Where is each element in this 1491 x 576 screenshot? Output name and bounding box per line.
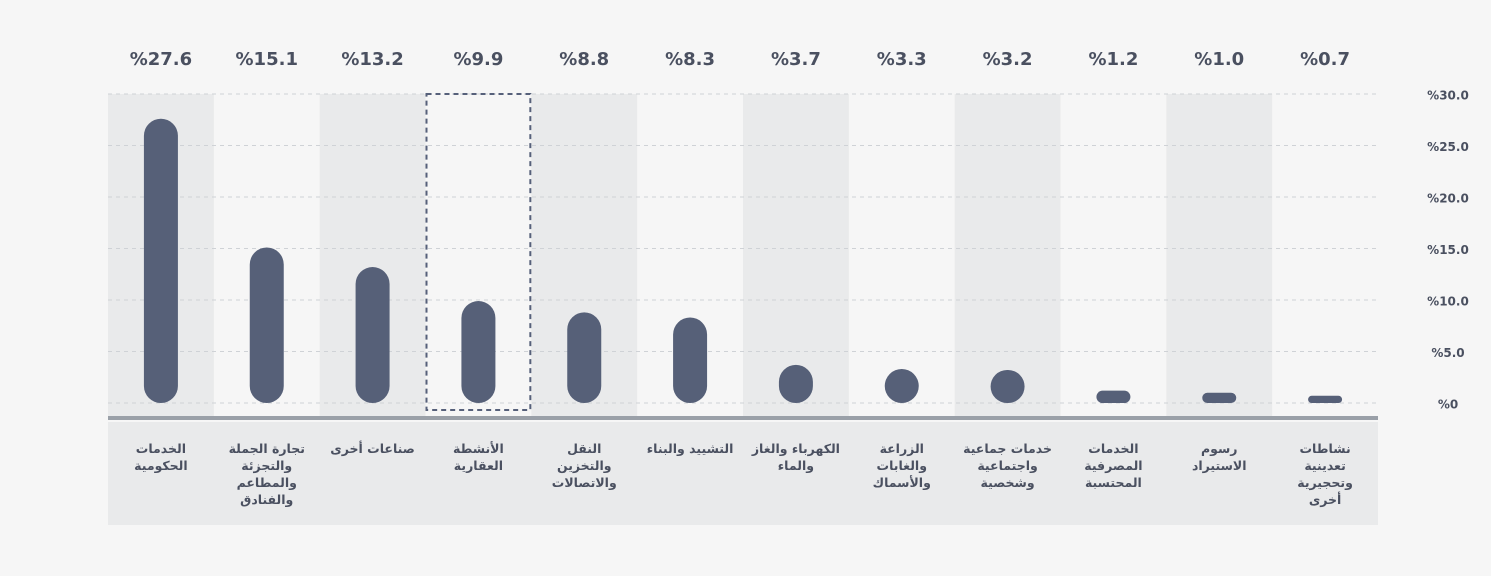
column-band	[1166, 94, 1273, 416]
column-band	[954, 94, 1061, 416]
value-label: %8.8	[559, 49, 609, 70]
x-tick-label: التشييد والبناء	[646, 441, 734, 456]
x-tick-label: الكهرباء والغاز والماء	[751, 441, 840, 473]
y-tick-label: %20.0	[1427, 192, 1469, 206]
y-tick-label: %25.0	[1427, 140, 1469, 154]
x-tick-label: تجارة الجملة والتجزئة والمطاعم والفنادق	[228, 441, 305, 507]
bar	[673, 317, 708, 403]
bar	[990, 370, 1025, 403]
value-label: %13.2	[341, 49, 403, 70]
value-label: %3.3	[877, 49, 927, 70]
x-tick-label: صناعات أخرى	[330, 441, 415, 456]
x-tick-label: الأنشطة العقارية	[453, 441, 504, 473]
y-tick-label: %5.0	[1431, 346, 1464, 360]
y-tick-label: %30.0	[1427, 89, 1469, 103]
value-label: %1.0	[1194, 49, 1244, 70]
value-label: %3.7	[771, 49, 821, 70]
bar	[1096, 390, 1131, 403]
bar	[1202, 392, 1237, 403]
column-band	[743, 94, 849, 416]
value-label: %0.7	[1300, 49, 1350, 70]
x-tick-label: الخدمات الحكومية	[134, 441, 188, 473]
x-tick-label: الخدمات المصرفية المحتسبة	[1084, 441, 1143, 490]
x-tick-label: النقل والتخزين والاتصالات	[551, 441, 617, 490]
y-tick-label: %15.0	[1427, 243, 1469, 257]
x-tick-label: خدمات جماعية واجتماعية وشخصية	[963, 441, 1053, 490]
value-label: %1.2	[1088, 49, 1138, 70]
value-label: %15.1	[236, 49, 298, 70]
value-label: %9.9	[453, 49, 503, 70]
bar	[143, 118, 178, 403]
bar	[567, 312, 602, 403]
bar	[461, 301, 496, 403]
value-label: %27.6	[130, 49, 192, 70]
bar	[884, 369, 919, 403]
value-label: %3.2	[983, 49, 1033, 70]
x-tick-label: الزراعة والغابات والأسماك	[872, 441, 931, 490]
x-tick-label: نشاطات تعدينية وتحجيرية أخرى	[1297, 441, 1353, 507]
y-tick-label: %10.0	[1427, 295, 1469, 309]
bar	[249, 247, 284, 403]
bar	[1308, 395, 1343, 403]
y-tick-label: %0	[1438, 398, 1458, 412]
highlight-box	[425, 93, 532, 411]
x-tick-label: رسوم الاستيراد	[1191, 441, 1247, 473]
label-band	[108, 422, 1378, 525]
value-label: %8.3	[665, 49, 715, 70]
bar	[355, 267, 390, 403]
bar	[778, 364, 813, 403]
